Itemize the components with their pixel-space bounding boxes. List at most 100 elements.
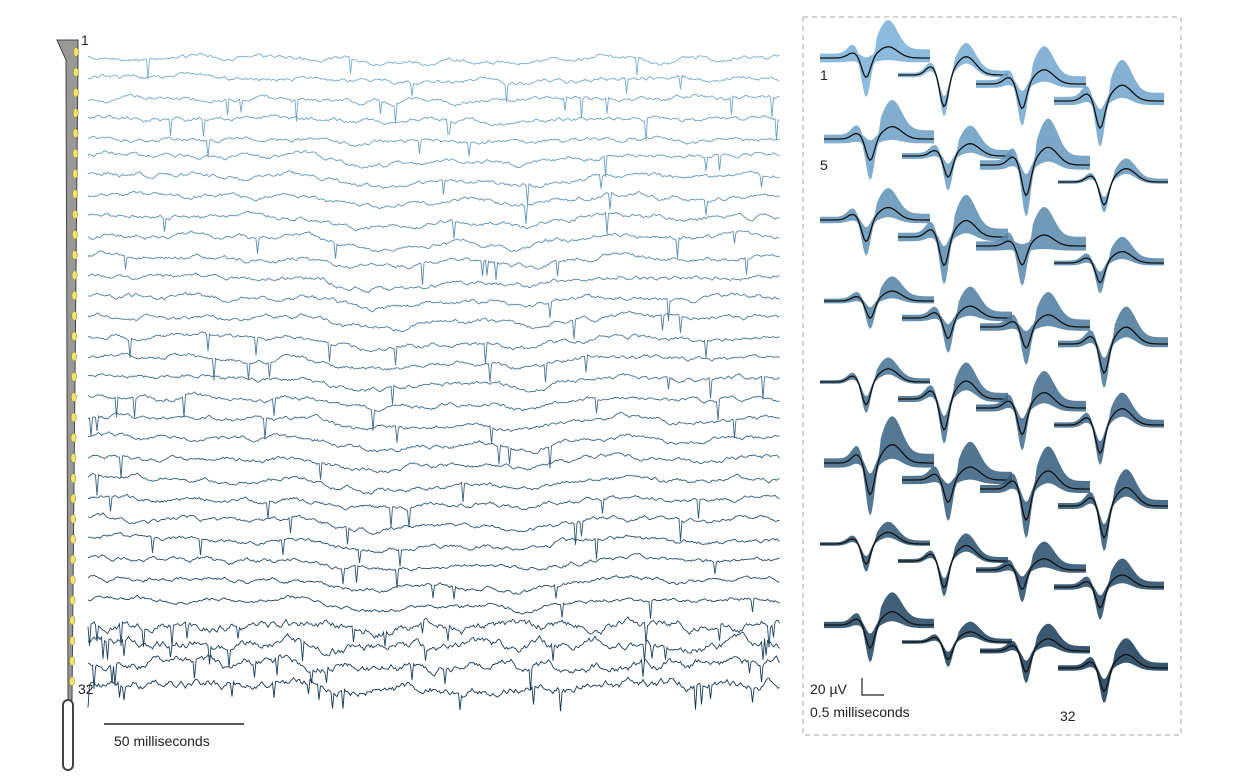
- trace: [87, 472, 780, 503]
- trace: [87, 654, 780, 691]
- trace: [87, 352, 780, 383]
- waveform-mean: [898, 380, 1008, 432]
- electrode: [70, 432, 77, 443]
- waveform-mean: [824, 125, 934, 162]
- trace: [87, 616, 780, 648]
- waveform-mean: [820, 206, 930, 243]
- electrode: [73, 47, 79, 57]
- trace: [87, 149, 780, 178]
- trace: [87, 553, 780, 588]
- waveform-spread: [824, 276, 934, 329]
- scale-label: 50 milliseconds: [114, 733, 210, 749]
- electrode: [72, 169, 79, 179]
- trace: [87, 411, 780, 444]
- waveform-mean: [976, 69, 1086, 110]
- trace: [87, 230, 780, 259]
- trace: [87, 190, 780, 224]
- waveform-label: 1: [820, 67, 828, 83]
- waveform-spread: [980, 118, 1090, 217]
- electrode: [72, 108, 79, 118]
- waveform-spread: [976, 371, 1086, 451]
- electrode: [70, 473, 77, 484]
- trace: [87, 452, 780, 480]
- waveform-mean: [1054, 84, 1164, 130]
- waveform-mean: [902, 143, 1012, 179]
- waveform-mean: [820, 531, 930, 566]
- trace: [87, 114, 780, 142]
- waveform-spread: [820, 357, 930, 413]
- waveform-mean: [1054, 408, 1164, 455]
- waveform-mean: [980, 470, 1090, 522]
- channel-label: 32: [78, 681, 94, 697]
- electrode: [69, 595, 76, 605]
- trace: [88, 291, 780, 322]
- electrode: [70, 493, 76, 504]
- waveform-mean: [980, 146, 1090, 197]
- waveform-spread: [820, 20, 930, 98]
- amplitude-scale-bar: [861, 678, 884, 696]
- electrode: [71, 250, 78, 260]
- electrode: [71, 229, 78, 240]
- waveform-spread: [980, 292, 1090, 365]
- electrode: [71, 290, 78, 301]
- electrode: [72, 148, 79, 159]
- waveform-spread: [820, 521, 930, 572]
- trace: [88, 493, 780, 528]
- waveform-mean: [980, 314, 1090, 349]
- trace: [87, 512, 780, 545]
- waveform-spread: [902, 286, 1012, 353]
- waveform-spread: [980, 446, 1090, 539]
- waveform-mean: [1058, 486, 1168, 539]
- trace: [87, 170, 780, 204]
- waveform-mean: [1054, 574, 1164, 609]
- electrode: [71, 372, 77, 382]
- scale-label: 20 µV: [810, 681, 848, 697]
- waveform-mean: [824, 610, 934, 649]
- trace: [87, 272, 780, 294]
- electrode: [71, 331, 78, 341]
- waveform-spread: [902, 125, 1012, 191]
- probe: [56, 39, 79, 771]
- waveform-mean: [824, 290, 934, 319]
- waveform-mean: [1058, 653, 1168, 693]
- trace: [87, 210, 780, 239]
- waveform-spread: [824, 100, 934, 180]
- trace: [87, 631, 780, 668]
- trace: [87, 676, 780, 712]
- trace: [87, 135, 780, 158]
- waveform-label: 32: [1060, 708, 1076, 724]
- waveform-spread: [898, 362, 1008, 444]
- probe-loop: [62, 699, 74, 771]
- waveform-mean: [976, 391, 1086, 436]
- waveform-spread: [824, 416, 934, 516]
- waveform-spread: [1054, 558, 1164, 620]
- trace: [87, 594, 780, 619]
- channel-label: 1: [81, 32, 89, 48]
- electrode: [71, 311, 78, 321]
- waveform-mean: [902, 305, 1012, 340]
- waveform-spread: [902, 441, 1012, 521]
- waveform-mean: [1054, 250, 1164, 284]
- trace: [87, 431, 780, 469]
- waveform-label: 5: [820, 157, 828, 173]
- waveform-mean: [898, 219, 1008, 267]
- electrode: [69, 656, 75, 666]
- electrode: [71, 270, 78, 281]
- waveform-mean: [820, 368, 930, 406]
- waveform-spread: [976, 46, 1086, 126]
- scale-label: 0.5 milliseconds: [810, 704, 910, 720]
- waveform-mean: [1058, 168, 1168, 206]
- waveform-mean: [976, 558, 1086, 591]
- electrode: [70, 534, 76, 544]
- waveform-spread: [824, 592, 934, 663]
- electrode: [70, 412, 77, 423]
- trace: [87, 391, 780, 431]
- trace: [87, 250, 780, 285]
- electrode: [72, 87, 79, 98]
- electrode: [70, 392, 77, 402]
- electrode: [70, 514, 76, 524]
- waveform-mean: [824, 443, 934, 496]
- waveform-spread: [1058, 306, 1168, 389]
- waveform-mean: [976, 234, 1086, 266]
